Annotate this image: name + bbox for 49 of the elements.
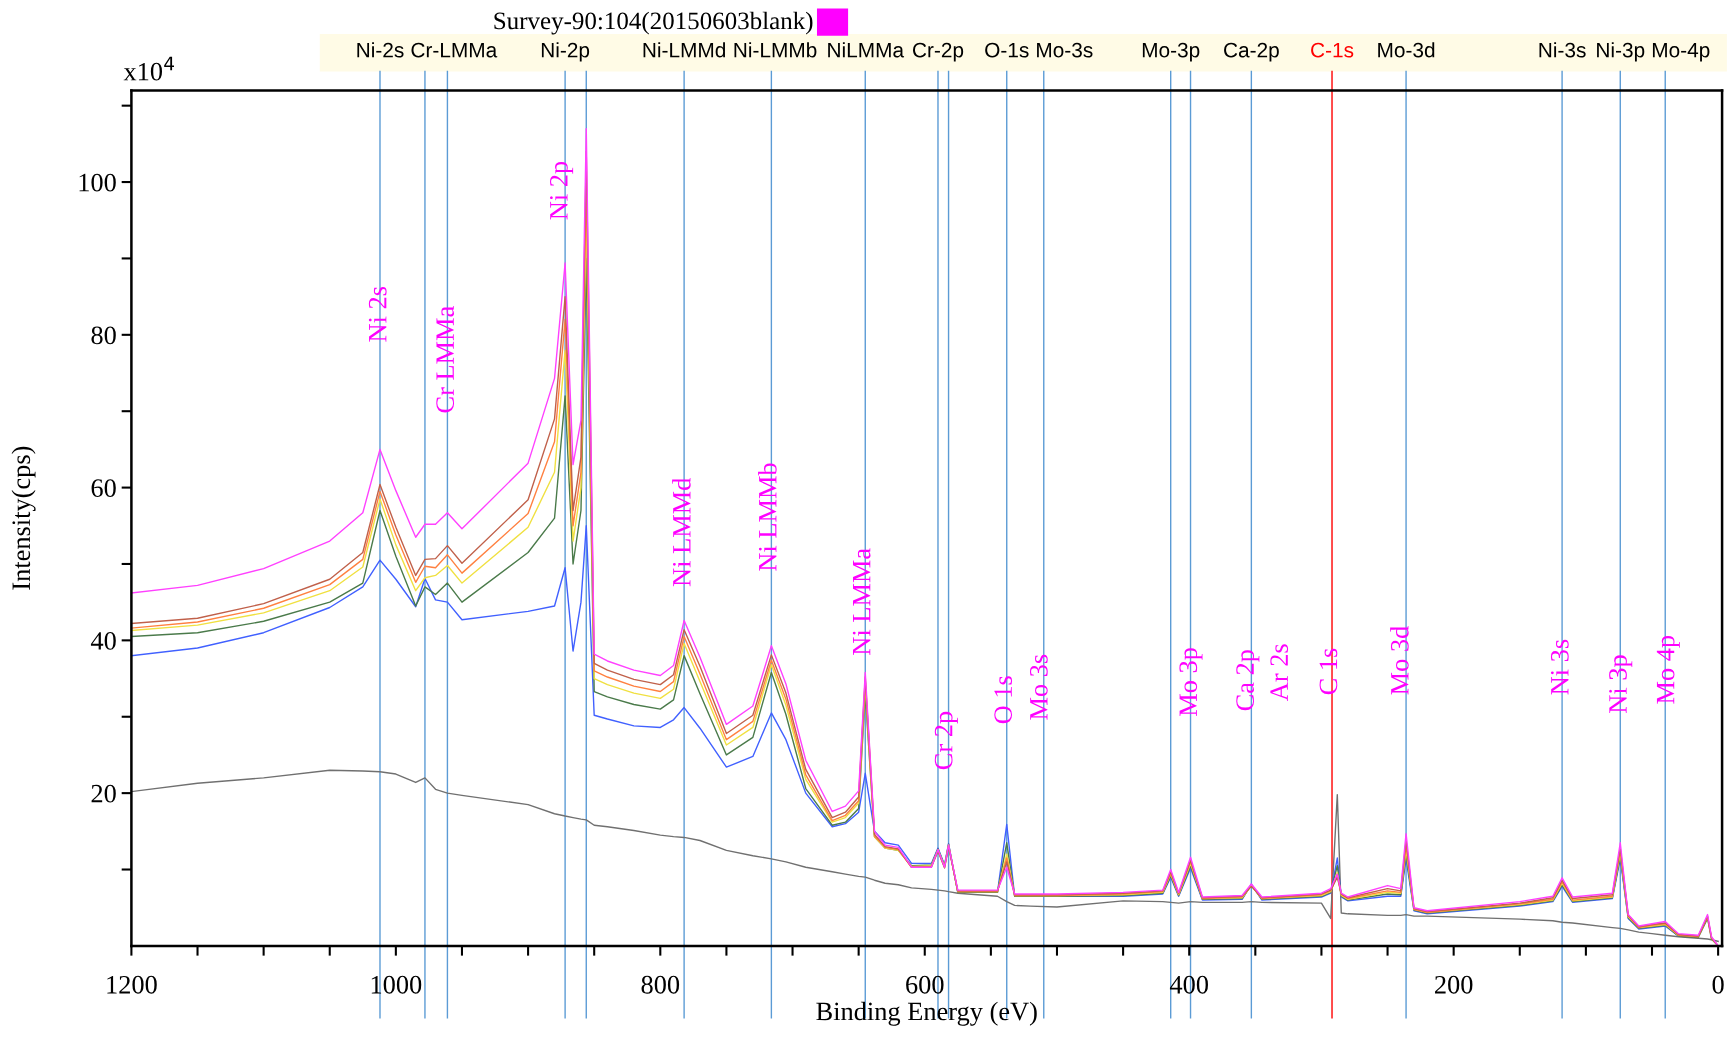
ref-line-label: Mo-3p <box>1142 42 1200 62</box>
y-tick-label: 60 <box>91 479 116 497</box>
annotation: Cr LMMa <box>436 306 455 413</box>
x-tick-label: 800 <box>641 975 680 994</box>
y-tick-label: 40 <box>90 631 116 650</box>
annotation: Ni 3p <box>1609 655 1633 713</box>
ref-line-label: Ni-2s <box>357 42 404 58</box>
x-tick-label: 1200 <box>107 975 157 994</box>
annotation: Mo 3p <box>1179 648 1203 716</box>
annotation: Ca 2p <box>1236 650 1260 711</box>
ref-line-label: Cr-LMMa <box>411 42 498 58</box>
ref-line-label: Mo-3s <box>1037 42 1093 58</box>
annotation: Ar 2s <box>1270 644 1289 701</box>
ref-line-label: NiLMMa <box>828 42 905 58</box>
annotation: Mo 4p <box>1656 635 1680 704</box>
ref-line-label: Ni-2p <box>541 42 590 62</box>
x-tick-label: 1000 <box>371 975 422 994</box>
annotation: Mo 3s <box>1029 654 1048 720</box>
ref-line-label: Ni-3p <box>1597 42 1645 62</box>
annotation: Mo 3d <box>1390 626 1409 695</box>
ref-line-label: O-1s <box>985 42 1029 58</box>
annotation: Ni LMMd <box>672 477 691 587</box>
ref-line-label: Ni-LMMb <box>734 42 817 58</box>
ref-line-label: Mo-3d <box>1378 42 1435 58</box>
ref-line-label: Ni-LMMd <box>643 42 726 58</box>
annotation: Cr 2p <box>934 711 958 770</box>
annotation: Ni 2p <box>550 161 574 220</box>
annotation: Ni 3s <box>1550 639 1569 695</box>
annotation: Ni LMMa <box>852 548 871 655</box>
ref-line-label: Mo-4p <box>1652 42 1710 62</box>
annotation: C 1s <box>1319 648 1338 695</box>
ref-line-label: Ca-2p <box>1224 42 1279 62</box>
ref-line-label: Cr-2p <box>913 42 964 62</box>
y-tick-label: 100 <box>79 173 116 192</box>
x-axis-title: Binding Energy (eV) <box>816 1001 1037 1026</box>
chart-title: Survey-90:104(20150603blank) <box>494 11 813 35</box>
y-axis-title: Intensity(cps) <box>11 446 36 590</box>
text: x10$^{4}$ <box>123 56 174 81</box>
x-tick-label: 0 <box>1712 975 1724 994</box>
annotation: Ni 2s <box>368 286 387 342</box>
y-tick-label: 80 <box>91 326 116 345</box>
x-tick-label: 600 <box>906 975 944 994</box>
ref-line-label: C-1s <box>1311 42 1354 58</box>
annotation: O 1s <box>994 676 1013 724</box>
x-tick-label: 200 <box>1435 975 1473 994</box>
ref-line-label: Ni-3s <box>1539 42 1586 58</box>
y-tick-label: 20 <box>91 784 116 803</box>
annotation: Ni LMMb <box>758 463 777 571</box>
line-series <box>131 769 1719 943</box>
